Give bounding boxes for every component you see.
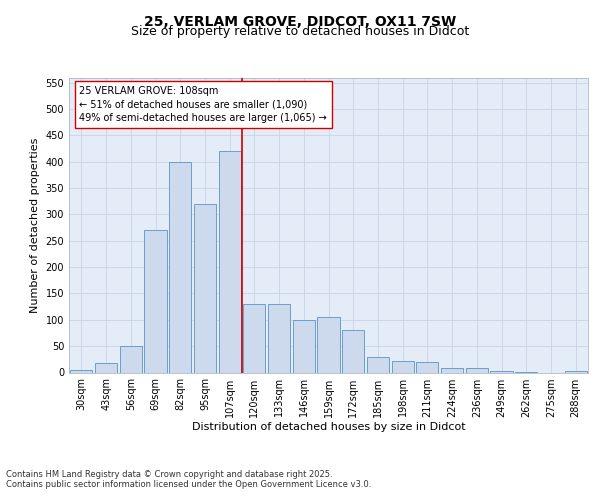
- Bar: [70, 370, 92, 372]
- Bar: [169, 162, 191, 372]
- Text: Contains HM Land Registry data © Crown copyright and database right 2025.
Contai: Contains HM Land Registry data © Crown c…: [6, 470, 371, 490]
- Text: Size of property relative to detached houses in Didcot: Size of property relative to detached ho…: [131, 25, 469, 38]
- Bar: [119, 346, 142, 372]
- Bar: [416, 362, 439, 372]
- Bar: [194, 204, 216, 372]
- Bar: [367, 356, 389, 372]
- Bar: [95, 363, 117, 372]
- Bar: [145, 230, 167, 372]
- Y-axis label: Number of detached properties: Number of detached properties: [30, 138, 40, 312]
- Bar: [268, 304, 290, 372]
- Bar: [218, 151, 241, 372]
- Bar: [342, 330, 364, 372]
- Bar: [317, 317, 340, 372]
- Bar: [441, 368, 463, 372]
- Bar: [293, 320, 315, 372]
- Text: 25, VERLAM GROVE, DIDCOT, OX11 7SW: 25, VERLAM GROVE, DIDCOT, OX11 7SW: [144, 15, 456, 29]
- Bar: [243, 304, 265, 372]
- X-axis label: Distribution of detached houses by size in Didcot: Distribution of detached houses by size …: [191, 422, 466, 432]
- Bar: [466, 368, 488, 372]
- Bar: [392, 361, 414, 372]
- Text: 25 VERLAM GROVE: 108sqm
← 51% of detached houses are smaller (1,090)
49% of semi: 25 VERLAM GROVE: 108sqm ← 51% of detache…: [79, 86, 327, 122]
